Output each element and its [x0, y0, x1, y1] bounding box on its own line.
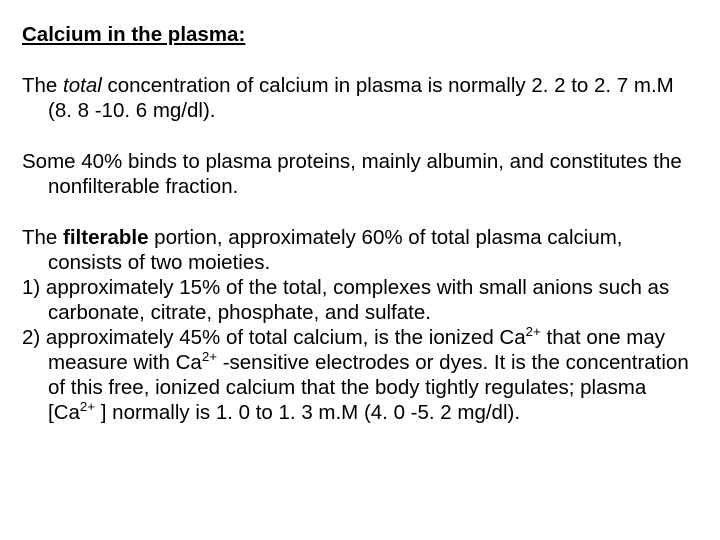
paragraph-filterable-lead: The filterable portion, approximately 60… — [22, 225, 692, 275]
slide: Calcium in the plasma: The total concent… — [0, 0, 720, 540]
superscript-2plus: 2+ — [202, 349, 217, 364]
list-item-1: 1) approximately 15% of the total, compl… — [22, 275, 692, 325]
superscript-2plus: 2+ — [80, 399, 95, 414]
text: The — [22, 226, 63, 249]
text: The — [22, 74, 63, 97]
list-item-2: 2) approximately 45% of total calcium, i… — [22, 325, 692, 425]
paragraph-nonfilterable: Some 40% binds to plasma proteins, mainl… — [22, 149, 692, 199]
text: concentration of calcium in plasma is no… — [48, 74, 674, 122]
text: 2) approximately 45% of total calcium, i… — [22, 326, 526, 349]
paragraph-total-concentration: The total concentration of calcium in pl… — [22, 73, 692, 123]
superscript-2plus: 2+ — [526, 324, 541, 339]
italic-total: total — [63, 74, 102, 97]
filterable-block: The filterable portion, approximately 60… — [22, 225, 692, 425]
text: ] normally is 1. 0 to 1. 3 m.M (4. 0 -5.… — [95, 401, 520, 424]
bold-filterable: filterable — [63, 226, 148, 249]
slide-heading: Calcium in the plasma: — [22, 22, 692, 47]
